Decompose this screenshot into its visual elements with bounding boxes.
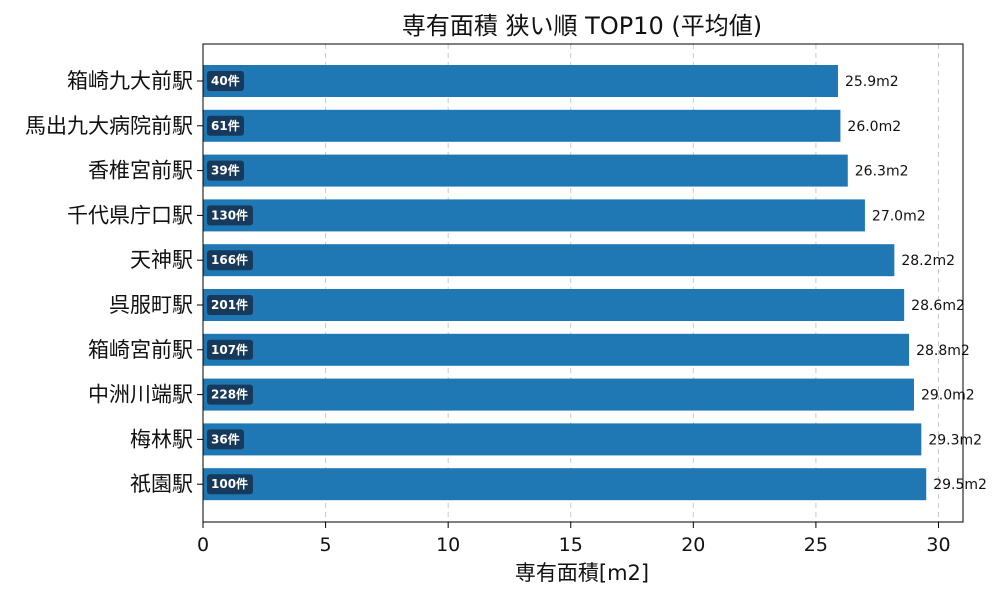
bar [203,468,927,501]
bar [203,423,922,456]
bar [203,289,905,321]
count-badge [207,384,253,405]
category-label: 中洲川端駅 [88,383,193,407]
category-label: 香椎宮前駅 [88,159,193,183]
x-tick-label: 25 [804,534,828,556]
count-label: 100件 [211,476,248,491]
count-badge [207,295,253,315]
count-badge [207,474,253,495]
count-badge [207,339,253,360]
count-badge [207,160,244,181]
x-tick-label: 5 [320,534,332,556]
chart-title: 専有面積 狭い順 TOP10 (平均値) [402,12,762,40]
bar [203,244,895,277]
count-label: 228件 [211,387,248,402]
count-badge [207,71,244,91]
bar [203,154,848,187]
value-label: 29.0m2 [921,388,975,404]
x-tick-label: 10 [436,534,460,556]
x-axis-label: 専有面積[m2] [515,561,649,585]
value-label: 29.3m2 [928,432,982,448]
plot-frame [202,43,964,523]
count-label: 39件 [211,163,240,178]
count-label: 130件 [211,207,248,222]
count-label: 107件 [211,342,248,357]
category-label: 梅林駅 [130,427,193,451]
value-label: 29.5m2 [933,477,987,493]
category-label: 箱崎宮前駅 [88,338,193,362]
count-label: 61件 [211,118,240,133]
category-label: 天神駅 [130,248,193,272]
bar [203,109,841,142]
category-label: 呉服町駅 [109,293,193,317]
x-tick-label: 20 [681,534,705,556]
value-label: 26.0m2 [847,119,901,135]
count-badge [207,429,244,450]
x-tick-label: 15 [559,534,583,556]
x-axis: 0 5 10 15 20 25 30 [197,522,951,556]
count-badge [207,250,253,271]
value-label: 28.2m2 [901,253,955,269]
count-label: 40件 [211,73,240,88]
category-label: 祇園駅 [130,472,193,496]
x-tick-label: 0 [197,534,209,556]
value-label: 27.0m2 [872,208,926,224]
category-label: 馬出九大病院前駅 [25,114,193,138]
count-label: 36件 [211,431,240,446]
bars [203,65,927,501]
category-label: 箱崎九大前駅 [67,69,193,93]
value-label: 25.9m2 [845,74,899,90]
value-label: 26.3m2 [855,164,909,180]
count-badge [207,205,253,226]
count-badge [207,115,244,136]
count-label: 166件 [211,252,248,267]
bar [203,333,910,366]
value-label: 28.8m2 [916,343,970,359]
count-label: 201件 [211,297,248,312]
bar [203,199,865,232]
bar [203,65,838,97]
y-axis: 箱崎九大前駅馬出九大病院前駅香椎宮前駅千代県庁口駅天神駅呉服町駅箱崎宮前駅中洲川… [25,69,203,496]
bar-labels: 25.9m2 40件 26.0m2 61件 26.3m2 39件 27.0m2 130件 28.… [207,71,987,495]
category-label: 千代県庁口駅 [67,203,193,227]
bar [203,378,914,411]
value-label: 28.6m2 [911,298,965,314]
x-tick-label: 30 [926,534,950,556]
